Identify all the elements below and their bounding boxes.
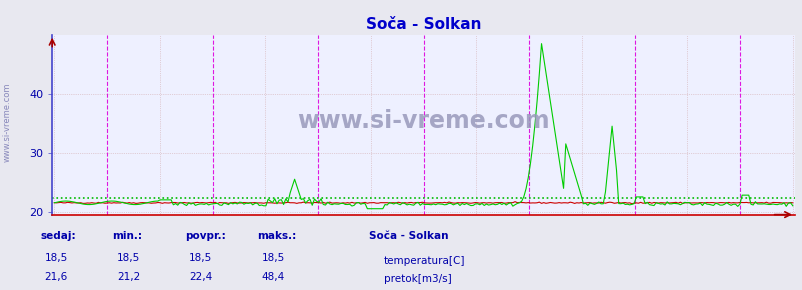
Text: pretok[m3/s]: pretok[m3/s] bbox=[383, 274, 451, 284]
Text: 18,5: 18,5 bbox=[261, 253, 284, 263]
Text: 18,5: 18,5 bbox=[117, 253, 140, 263]
Text: povpr.:: povpr.: bbox=[184, 231, 225, 241]
Text: 18,5: 18,5 bbox=[45, 253, 67, 263]
Text: maks.:: maks.: bbox=[257, 231, 296, 241]
Text: Soča - Solkan: Soča - Solkan bbox=[369, 231, 448, 241]
Text: www.si-vreme.com: www.si-vreme.com bbox=[2, 82, 11, 162]
Text: 18,5: 18,5 bbox=[189, 253, 212, 263]
Text: 48,4: 48,4 bbox=[261, 272, 284, 282]
Text: min.:: min.: bbox=[112, 231, 142, 241]
Text: www.si-vreme.com: www.si-vreme.com bbox=[297, 109, 549, 133]
Text: 21,6: 21,6 bbox=[45, 272, 67, 282]
Text: 22,4: 22,4 bbox=[189, 272, 212, 282]
Text: sedaj:: sedaj: bbox=[40, 231, 75, 241]
Text: 21,2: 21,2 bbox=[117, 272, 140, 282]
Text: temperatura[C]: temperatura[C] bbox=[383, 256, 464, 266]
Title: Soča - Solkan: Soča - Solkan bbox=[366, 17, 480, 32]
